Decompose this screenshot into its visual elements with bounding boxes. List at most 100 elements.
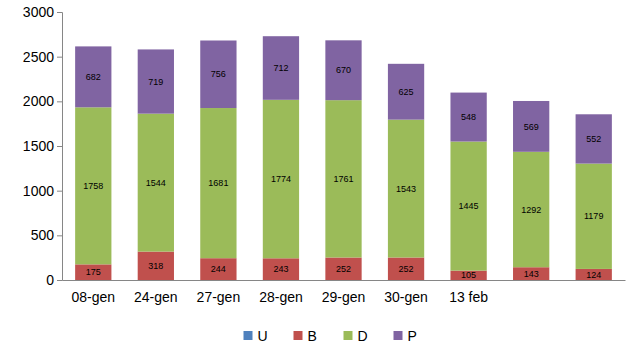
bar-segment (513, 152, 549, 267)
y-tick-label: 3000 (23, 4, 54, 20)
data-label: 1681 (208, 178, 228, 188)
bar-segment (513, 267, 549, 280)
data-label: 244 (211, 264, 226, 274)
y-tick: 1500 (23, 138, 62, 154)
x-tick-label: 28-gen (259, 289, 303, 305)
bar-segment (576, 164, 612, 269)
y-tick-mark (57, 235, 62, 236)
series-labels-3: 682719756712670625548569552 (86, 63, 601, 144)
data-label: 1774 (271, 174, 291, 184)
x-axis: 08-gen 24-gen 27-gen 28-gen 29-gen 30-gen 13 f… (63, 280, 626, 305)
bar-segment (325, 100, 361, 257)
bar-segment (263, 100, 299, 258)
data-label: 682 (86, 72, 101, 82)
data-label: 1543 (396, 184, 416, 194)
data-label: 143 (524, 269, 539, 279)
bar-segment (450, 93, 486, 142)
x-tick: 24-gen (134, 280, 178, 305)
data-label: 243 (273, 264, 288, 274)
data-label: 670 (336, 65, 351, 75)
x-tick: 08-gen (71, 280, 115, 305)
data-label: 1445 (459, 201, 479, 211)
bar-segment (200, 108, 236, 258)
y-tick-mark (57, 146, 62, 147)
y-tick-label: 0 (46, 272, 54, 288)
legend-swatch (294, 331, 303, 340)
bar-segment (138, 252, 174, 280)
x-tick-label: 27-gen (197, 289, 241, 305)
legend-label: U (258, 328, 268, 344)
y-tick-mark (57, 57, 62, 58)
x-tick-label: 08-gen (71, 289, 115, 305)
bars (75, 36, 612, 280)
data-label: 719 (148, 77, 163, 87)
series-3 (75, 36, 612, 163)
y-axis-line (57, 13, 63, 281)
bar-segment (325, 257, 361, 280)
bar-segment (388, 64, 424, 120)
bar-segment (138, 114, 174, 252)
bar-segment (450, 142, 486, 271)
bar-segment (513, 101, 549, 152)
x-tick: 30-gen (384, 280, 428, 305)
bar-segment (75, 46, 111, 107)
y-tick-mark (57, 12, 62, 13)
data-label: 105 (461, 270, 476, 280)
bar-segment (576, 269, 612, 280)
x-axis-line (63, 280, 626, 281)
legend-label: B (308, 328, 317, 344)
bar-segment (388, 120, 424, 258)
plot: 0 500 1000 1500 2000 2500 3000 08-gen 24-gen 27-g… (23, 4, 626, 305)
bar-segment (576, 114, 612, 163)
y-tick-label: 2000 (23, 93, 54, 109)
y-tick: 0 (46, 272, 62, 288)
y-tick: 1000 (23, 183, 62, 199)
x-tick-label: 24-gen (134, 289, 178, 305)
legend-label: P (408, 328, 417, 344)
legend-swatch (344, 331, 353, 340)
data-label: 548 (461, 112, 476, 122)
legend-item: U (244, 328, 268, 344)
legend-item: P (394, 328, 417, 344)
y-tick: 2000 (23, 93, 62, 109)
series-labels-2: 175815441681177417611543144512921179 (83, 174, 603, 221)
bar-segment (263, 258, 299, 280)
bar-segment (200, 40, 236, 108)
data-label: 625 (399, 87, 414, 97)
legend-item: D (344, 328, 368, 344)
x-tick-label: 29-gen (322, 289, 366, 305)
y-tick-label: 1500 (23, 138, 54, 154)
y-tick: 2500 (23, 49, 62, 65)
y-tick-label: 1000 (23, 183, 54, 199)
data-label: 712 (273, 63, 288, 73)
y-tick: 500 (31, 227, 62, 243)
y-tick: 3000 (23, 4, 62, 20)
y-axis: 0 500 1000 1500 2000 2500 3000 (23, 4, 63, 288)
y-tick-label: 500 (31, 227, 55, 243)
x-tick-label: 13 feb (449, 289, 488, 305)
data-label: 175 (86, 267, 101, 277)
data-label: 252 (336, 264, 351, 274)
y-tick-mark (57, 280, 62, 281)
legend-label: D (358, 328, 368, 344)
bar-segment (388, 257, 424, 280)
bar-segment (325, 40, 361, 100)
legend-item: B (294, 328, 317, 344)
y-tick-label: 2500 (23, 49, 54, 65)
data-label: 318 (148, 261, 163, 271)
x-tick-label: 30-gen (384, 289, 428, 305)
y-tick-mark (57, 101, 62, 102)
data-label: 569 (524, 122, 539, 132)
legend-swatch (244, 331, 253, 340)
x-tick: 28-gen (259, 280, 303, 305)
bar-segment (138, 49, 174, 113)
data-label: 124 (586, 270, 601, 280)
series-labels-1: 175318244243252252105143124 (86, 261, 601, 281)
data-label: 1761 (333, 174, 353, 184)
legend-swatch (394, 331, 403, 340)
bar-segment (75, 107, 111, 264)
data-label: 756 (211, 69, 226, 79)
x-tick: 27-gen (197, 280, 241, 305)
bar-segment (75, 264, 111, 280)
data-labels: 1753182442432522521051431241758154416811… (83, 63, 603, 280)
